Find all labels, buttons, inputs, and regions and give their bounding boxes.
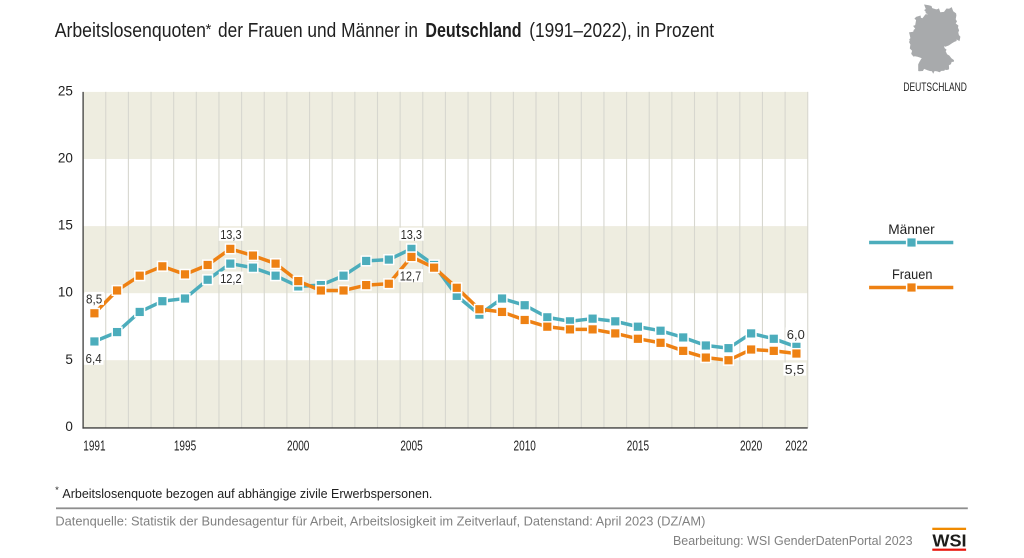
svg-text:DEUTSCHLAND: DEUTSCHLAND [903, 80, 967, 94]
svg-text:Arbeitslosenquote bezogen auf: Arbeitslosenquote bezogen auf abhängige … [62, 486, 432, 501]
svg-text:Arbeitslosenquoten: Arbeitslosenquoten [55, 20, 206, 42]
svg-text:Bearbeitung: WSI GenderDatenPo: Bearbeitung: WSI GenderDatenPortal 2023 [673, 533, 913, 548]
svg-text:Deutschland: Deutschland [425, 20, 521, 42]
svg-text:2010: 2010 [514, 439, 536, 455]
svg-text:Frauen: Frauen [892, 267, 933, 282]
svg-text:WSI: WSI [932, 530, 966, 550]
svg-text:Datenquelle: Statistik der Bun: Datenquelle: Statistik der Bundesagentur… [55, 514, 705, 529]
svg-text:2015: 2015 [627, 439, 649, 455]
svg-text:25: 25 [58, 83, 73, 98]
svg-text:5: 5 [65, 352, 73, 367]
svg-text:15: 15 [58, 218, 73, 233]
svg-text:2005: 2005 [400, 439, 422, 455]
svg-text:6,0: 6,0 [787, 327, 805, 342]
svg-text:12,7: 12,7 [400, 269, 421, 284]
svg-text:13,3: 13,3 [401, 227, 422, 242]
svg-text:*: * [206, 21, 212, 38]
svg-text:der Frauen und Männer in: der Frauen und Männer in [218, 20, 418, 42]
svg-text:*: * [55, 485, 59, 496]
svg-text:10: 10 [58, 285, 73, 300]
svg-text:2022: 2022 [785, 439, 807, 455]
svg-text:(1991–2022), in Prozent: (1991–2022), in Prozent [529, 20, 714, 42]
svg-text:12,2: 12,2 [220, 271, 241, 286]
svg-text:0: 0 [65, 419, 73, 434]
svg-text:2020: 2020 [740, 439, 762, 455]
svg-text:20: 20 [58, 151, 73, 166]
svg-text:13,3: 13,3 [220, 227, 241, 242]
svg-text:Männer: Männer [888, 222, 935, 237]
svg-text:5,5: 5,5 [785, 362, 805, 377]
svg-text:8,5: 8,5 [86, 291, 102, 306]
svg-text:1995: 1995 [174, 439, 196, 455]
svg-text:6,4: 6,4 [86, 351, 102, 366]
svg-text:2000: 2000 [287, 439, 309, 455]
svg-text:1991: 1991 [83, 439, 105, 455]
